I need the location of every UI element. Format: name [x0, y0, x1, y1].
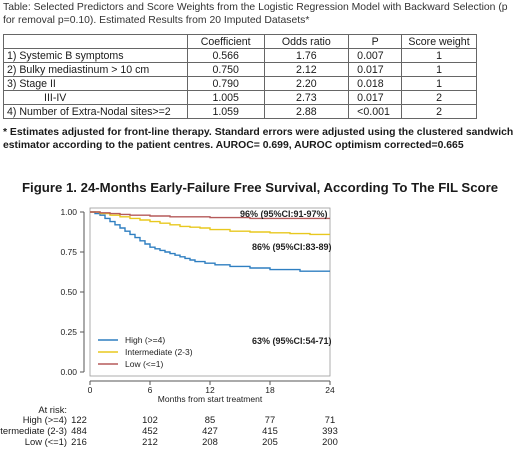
- odds-ratio-cell: 1.76: [263, 48, 350, 63]
- at-risk-count: 200: [322, 436, 338, 447]
- coefficient-cell: 0.566: [186, 48, 265, 63]
- table-caption: Table: Selected Predictors and Score Wei…: [3, 2, 508, 26]
- survival-curve: [90, 211, 330, 272]
- survival-annotation: 63% (95%CI:54-71): [252, 336, 332, 346]
- odds-ratio-cell: 2.20: [263, 76, 350, 91]
- odds-ratio-cell: 2.73: [263, 90, 350, 105]
- legend-label: Low (<=1): [125, 359, 163, 369]
- p-cell: 0.017: [348, 90, 403, 105]
- table-row: 1) Systemic B symptoms 0.566 1.76 0.007 …: [3, 48, 477, 63]
- score-weight-cell: 2: [401, 104, 477, 119]
- at-risk-count: 102: [142, 414, 158, 425]
- at-risk-row-name: Intermediate (2-3): [0, 425, 67, 436]
- at-risk-row-name: High (>=4): [22, 414, 67, 425]
- at-risk-count: 85: [204, 414, 216, 425]
- score-weight-cell: 1: [401, 62, 477, 77]
- coefficient-cell: 0.790: [186, 76, 265, 91]
- at-risk-count: 415: [262, 425, 278, 436]
- at-risk-count: 71: [324, 414, 336, 425]
- score-weight-cell: 1: [401, 48, 477, 63]
- survival-annotation: 86% (95%CI:83-89): [252, 242, 332, 252]
- y-tick-label: 1.00: [60, 207, 77, 217]
- y-tick-label: 0.00: [60, 367, 77, 377]
- at-risk-count: 452: [142, 425, 158, 436]
- x-tick-label: 0: [88, 385, 93, 395]
- at-risk-count: 208: [202, 436, 218, 447]
- header-odds-ratio: Odds ratio: [263, 34, 350, 49]
- legend-label: High (>=4): [125, 335, 165, 345]
- x-tick-label: 12: [205, 385, 215, 395]
- p-cell: <0.001: [348, 104, 403, 119]
- at-risk-table: At risk:High (>=4) 122 102 85 77 71 Intermedia…: [0, 404, 520, 451]
- km-survival-chart: 0.00 0.25 0.50 0.75 1.00 0 6 12 18 24 Months from …: [60, 207, 335, 404]
- at-risk-count: 205: [262, 436, 278, 447]
- coefficient-cell: 0.750: [186, 62, 265, 77]
- y-tick-label: 0.25: [60, 327, 77, 337]
- at-risk-count: 216: [71, 436, 87, 447]
- coefficient-cell: 1.005: [186, 90, 265, 105]
- table-row: 3) Stage II 0.790 2.20 0.018 1: [3, 76, 477, 91]
- at-risk-count: 484: [71, 425, 87, 436]
- header-coefficient: Coefficient: [186, 34, 265, 49]
- table-footnote: * Estimates adjusted for front-line ther…: [3, 127, 514, 151]
- predictor-cell: 4) Number of Extra-Nodal sites>=2: [3, 104, 188, 119]
- header-predictor: [3, 34, 188, 49]
- score-weight-cell: 1: [401, 76, 477, 91]
- p-cell: 0.017: [348, 62, 403, 77]
- predictor-cell: 3) Stage II: [3, 76, 188, 91]
- score-weight-cell: 2: [401, 90, 477, 105]
- odds-ratio-cell: 2.88: [263, 104, 350, 119]
- predictor-cell: 1) Systemic B symptoms: [3, 48, 188, 63]
- at-risk-count: 393: [322, 425, 338, 436]
- survival-annotation: 96% (95%CI:91-97%): [240, 209, 328, 219]
- legend-label: Intermediate (2-3): [125, 347, 193, 357]
- at-risk-count: 122: [71, 414, 87, 425]
- table-header-row: Coefficient Odds ratio P Score weight: [3, 34, 477, 49]
- at-risk-count: 427: [202, 425, 218, 436]
- at-risk-label: At risk:: [38, 404, 67, 415]
- y-tick-label: 0.50: [60, 287, 77, 297]
- table-row: 2) Bulky mediastinum > 10 cm 0.750 2.12 …: [3, 62, 477, 77]
- x-tick-label: 18: [265, 385, 275, 395]
- survival-curve: [90, 211, 330, 220]
- x-tick-label: 6: [148, 385, 153, 395]
- odds-ratio-cell: 2.12: [263, 62, 350, 77]
- survival-curve: [90, 211, 330, 236]
- table-row: 4) Number of Extra-Nodal sites>=2 1.059 …: [3, 104, 477, 119]
- p-cell: 0.018: [348, 76, 403, 91]
- header-p: P: [348, 34, 403, 49]
- predictor-cell: III-IV: [3, 90, 188, 105]
- coefficient-cell: 1.059: [186, 104, 265, 119]
- at-risk-count: 212: [142, 436, 158, 447]
- header-score-weight: Score weight: [401, 34, 477, 49]
- x-tick-label: 24: [325, 385, 335, 395]
- y-tick-label: 0.75: [60, 247, 77, 257]
- p-cell: 0.007: [348, 48, 403, 63]
- table-row: III-IV 1.005 2.73 0.017 2: [3, 90, 477, 105]
- figure-title: Figure 1. 24-Months Early-Failure Free S…: [22, 180, 499, 195]
- plot-area: [89, 207, 331, 377]
- regression-table: Coefficient Odds ratio P Score weight 1)…: [3, 34, 477, 119]
- predictor-cell: 2) Bulky mediastinum > 10 cm: [3, 62, 188, 77]
- x-axis-label: Months from start treatment: [158, 394, 263, 404]
- at-risk-row-name: Low (<=1): [24, 436, 67, 447]
- at-risk-count: 77: [264, 414, 276, 425]
